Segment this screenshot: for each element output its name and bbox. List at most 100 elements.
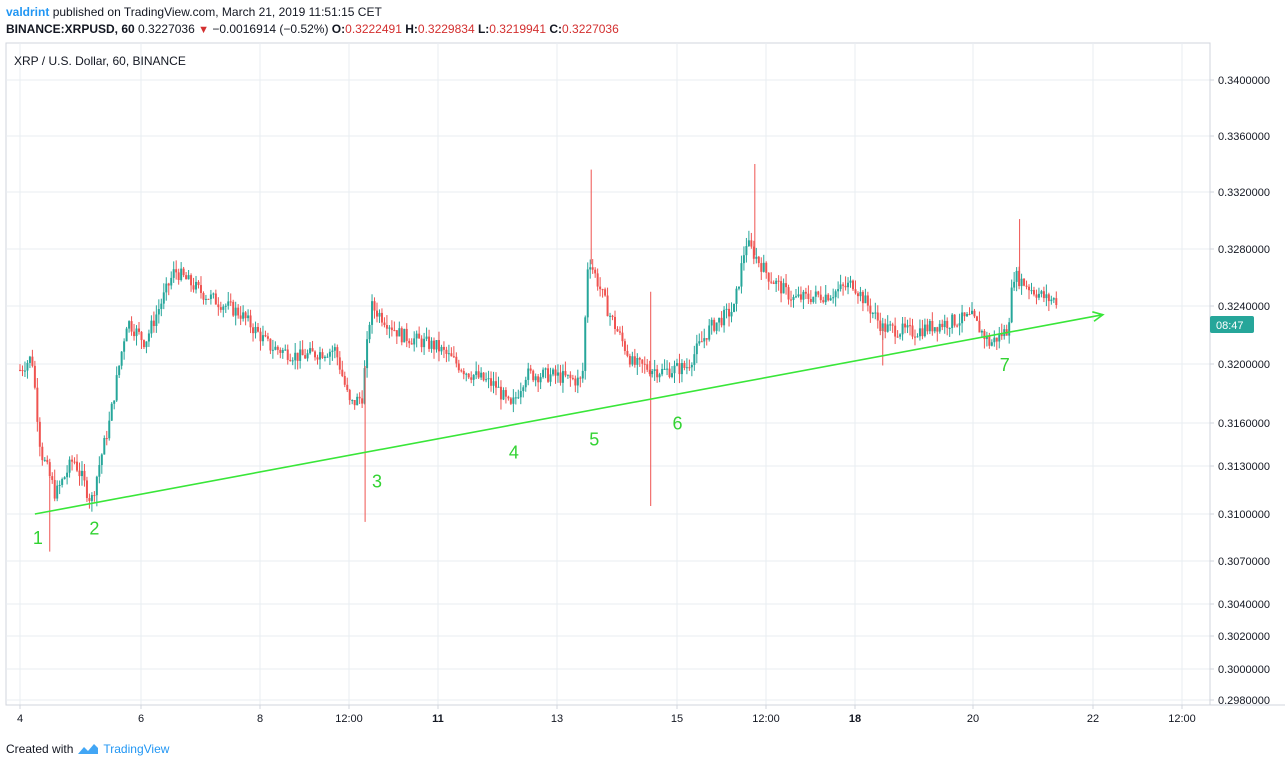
candle-body [284,349,287,351]
candle-body [951,314,954,328]
candle-body [1023,278,1026,286]
candle-body [252,327,255,334]
price-tick-label: 0.3130000 [1218,461,1270,473]
candle-body [1040,291,1043,294]
candle-body [271,349,274,351]
price-axis[interactable]: 0.3400000 0.3360000 0.3320000 0.3280000 0.32… [1210,75,1270,707]
candle-body [804,291,807,294]
candle-body [43,459,46,461]
candle-body [185,275,188,280]
time-tick-label: 12:00 [335,713,363,725]
candle-body [447,353,450,355]
current-price-tag: 08:47 [1210,316,1254,333]
candle-body [53,479,56,499]
candle-body [316,357,319,360]
candle-body [470,377,473,380]
candle-body [108,420,111,439]
candle-body [971,310,973,315]
candle-body [720,317,723,326]
candle-body [673,365,676,374]
candle-body [847,282,850,288]
candle-body [249,315,252,328]
tradingview-link[interactable]: TradingView [103,742,170,756]
open-value: 0.3222491 [345,22,402,36]
high-value: 0.3229834 [417,22,475,36]
candle-body [296,352,299,361]
candle-body [576,377,579,386]
plot-area[interactable] [5,42,1211,706]
candle-body [993,337,996,343]
candle-body [663,368,666,370]
candle-body [492,381,495,386]
candle-body [819,294,822,301]
candle-body [797,294,800,297]
candle-body [509,398,512,404]
candle-body [953,314,956,326]
candle-body [152,320,155,327]
candle-body [224,305,227,307]
candle-body [658,374,661,378]
candle-body [529,368,532,371]
candle-body [933,327,936,332]
candle-body [765,262,768,273]
candle-body [63,477,66,480]
candle-body [61,479,64,485]
candle-body [713,319,716,331]
candle-body [742,255,745,264]
candle-body [923,324,926,337]
time-tick-label: 18 [849,713,861,725]
candle-body [678,363,681,375]
time-tick-label: 20 [967,713,979,725]
candle-body [978,320,981,333]
candle-body [614,316,616,329]
candle-body [73,461,76,463]
candle-body [995,337,998,342]
price-tick-label: 0.3020000 [1218,631,1270,643]
candle-body [1025,285,1028,287]
candle-body [822,300,825,303]
candle-body [604,289,607,296]
candle-body [1047,294,1050,302]
candle-body [123,341,126,352]
candles [19,164,1058,552]
candle-body [487,378,490,380]
candle-body [1013,281,1016,288]
candle-body [455,356,458,364]
candle-body [688,367,691,369]
candle-body [1055,298,1058,306]
candle-body [718,317,721,323]
candle-body [710,319,713,326]
candle-body [906,325,909,328]
candle-body [289,359,292,361]
candle-body [195,281,198,290]
candle-body [909,325,912,327]
support-trendline[interactable] [34,313,1104,515]
time-axis[interactable]: 4 6 8 12:00 11 13 15 12:00 18 20 22 12:00 [17,705,1196,725]
candle-body [596,273,599,287]
trendline-group[interactable] [34,311,1105,515]
candle-body [938,323,941,332]
candle-body [76,461,79,471]
candle-body [874,312,877,314]
high-label: H: [405,22,418,36]
candle-body [728,308,731,317]
candle-body [214,293,217,305]
candle-body [239,315,242,319]
candle-body [943,320,946,328]
candle-body [237,307,240,316]
candle-body [762,262,765,272]
candle-body [973,310,976,317]
candle-body [921,328,924,337]
candle-body [83,470,86,481]
candle-body [68,459,71,473]
candle-body [172,269,175,278]
candle-body [829,298,832,301]
candle-body [802,291,805,300]
candle-body [380,312,383,323]
candle-body [410,343,413,345]
candle-body [775,280,778,284]
author-link[interactable]: valdrint [6,5,50,19]
candle-body [547,368,550,382]
candle-body [1030,290,1033,292]
